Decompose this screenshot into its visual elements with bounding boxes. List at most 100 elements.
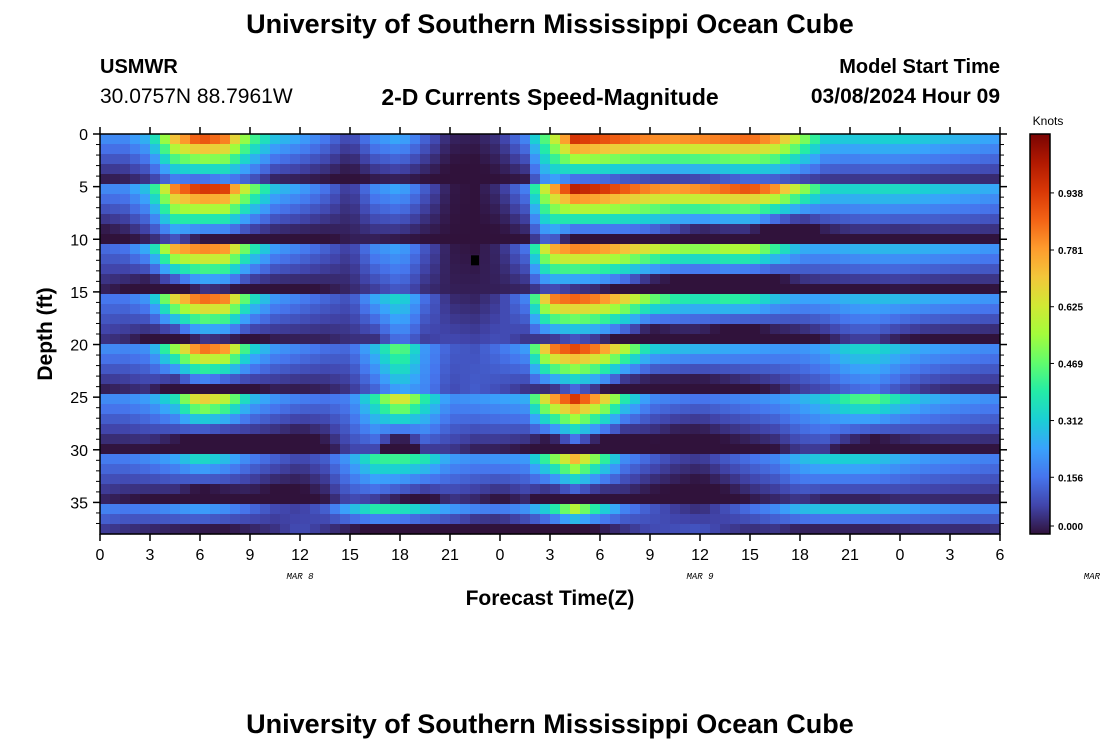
heatmap-cell	[190, 384, 201, 395]
heatmap-cell	[940, 374, 951, 385]
heatmap-cell	[880, 334, 891, 345]
heatmap-cell	[970, 354, 981, 365]
heatmap-cell	[750, 424, 761, 435]
heatmap-cell	[810, 324, 821, 335]
heatmap-cell	[170, 434, 181, 445]
heatmap-cell	[620, 414, 631, 425]
heatmap-cell	[660, 384, 671, 395]
heatmap-cell	[850, 334, 861, 345]
heatmap-cell	[620, 224, 631, 235]
heatmap-cell	[590, 444, 601, 455]
heatmap-cell	[870, 364, 881, 375]
heatmap-cell	[730, 164, 741, 175]
heatmap-cell	[460, 434, 471, 445]
heatmap-cell	[390, 304, 401, 315]
heatmap-cell	[470, 454, 481, 465]
heatmap-cell	[780, 324, 791, 335]
heatmap-cell	[750, 314, 761, 325]
heatmap-cell	[140, 204, 151, 215]
heatmap-cell	[740, 514, 751, 525]
heatmap-cell	[280, 244, 291, 255]
heatmap-cell	[490, 524, 501, 535]
heatmap-cell	[630, 494, 641, 505]
heatmap-cell	[420, 254, 431, 265]
heatmap-cell	[760, 494, 771, 505]
heatmap-cell	[430, 184, 441, 195]
heatmap-cell	[400, 334, 411, 345]
heatmap-cell	[700, 204, 711, 215]
heatmap-cell	[750, 304, 761, 315]
heatmap-cell	[630, 514, 641, 525]
heatmap-cell	[190, 424, 201, 435]
heatmap-cell	[210, 494, 221, 505]
heatmap-cell	[210, 224, 221, 235]
heatmap-cell	[370, 334, 381, 345]
heatmap-cell	[830, 254, 841, 265]
heatmap-cell	[510, 284, 521, 295]
heatmap-cell	[920, 434, 931, 445]
heatmap-cell	[530, 384, 541, 395]
heatmap-cell	[150, 334, 161, 345]
heatmap-cell	[790, 404, 801, 415]
heatmap-cell	[640, 474, 651, 485]
heatmap-cell	[260, 234, 271, 245]
heatmap-cell	[670, 184, 681, 195]
heatmap-cell	[890, 504, 901, 515]
heatmap-cell	[400, 174, 411, 185]
heatmap-cell	[270, 274, 281, 285]
heatmap-cell	[800, 434, 811, 445]
heatmap-cell	[300, 274, 311, 285]
heatmap-cell	[160, 384, 171, 395]
heatmap-cell	[470, 304, 481, 315]
heatmap-cell	[520, 404, 531, 415]
heatmap-cell	[790, 144, 801, 155]
heatmap-cell	[490, 204, 501, 215]
heatmap-cell	[840, 244, 851, 255]
heatmap-cell	[160, 394, 171, 405]
heatmap-cell	[780, 224, 791, 235]
heatmap-cell	[450, 424, 461, 435]
heatmap-cell	[950, 264, 961, 275]
heatmap-cell	[630, 134, 641, 145]
heatmap-cell	[150, 404, 161, 415]
heatmap-cell	[990, 444, 1001, 455]
heatmap-cell	[450, 394, 461, 405]
heatmap-cell	[820, 214, 831, 225]
heatmap-cell	[340, 294, 351, 305]
heatmap-cell	[300, 314, 311, 325]
heatmap-cell	[910, 244, 921, 255]
heatmap-cell	[650, 134, 661, 145]
heatmap-cell	[240, 324, 251, 335]
heatmap-cell	[740, 234, 751, 245]
heatmap-cell	[800, 324, 811, 335]
heatmap-cell	[880, 204, 891, 215]
heatmap-cell	[940, 234, 951, 245]
heatmap-cell	[560, 174, 571, 185]
heatmap-cell	[440, 164, 451, 175]
heatmap-cell	[590, 254, 601, 265]
heatmap-cell	[570, 364, 581, 375]
heatmap-cell	[610, 454, 621, 465]
heatmap-cell	[940, 184, 951, 195]
heatmap-cell	[500, 484, 511, 495]
heatmap-cell	[570, 294, 581, 305]
heatmap-cell	[910, 464, 921, 475]
heatmap-cell	[500, 504, 511, 515]
heatmap-cell	[450, 144, 461, 155]
heatmap-cell	[800, 374, 811, 385]
heatmap-cell	[630, 364, 641, 375]
heatmap-cell	[160, 224, 171, 235]
heatmap-cell	[790, 214, 801, 225]
heatmap-cell	[540, 314, 551, 325]
heatmap-cell	[290, 234, 301, 245]
heatmap-cell	[780, 384, 791, 395]
heatmap-cell	[890, 214, 901, 225]
heatmap-cell	[300, 224, 311, 235]
heatmap-cell	[960, 454, 971, 465]
heatmap-cell	[300, 494, 311, 505]
heatmap-cell	[680, 134, 691, 145]
heatmap-cell	[220, 254, 231, 265]
heatmap-cell	[590, 344, 601, 355]
heatmap-cell	[200, 254, 211, 265]
